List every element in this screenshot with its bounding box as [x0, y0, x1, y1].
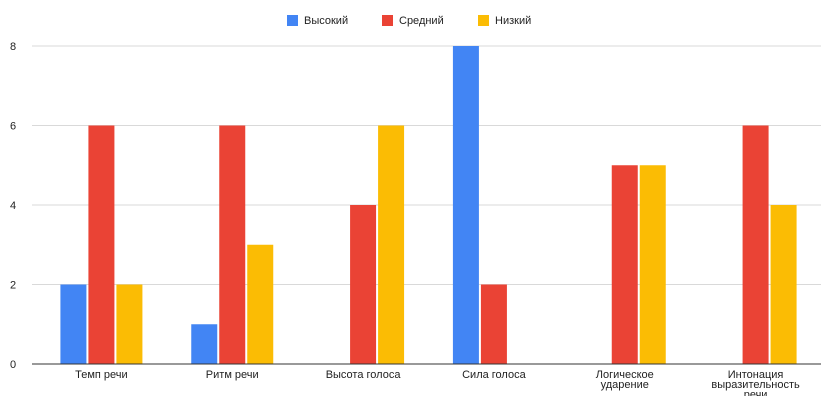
x-category-label: Темп речи — [75, 369, 128, 381]
y-tick-label: 4 — [10, 200, 16, 212]
bar-medium — [742, 125, 769, 364]
bar-medium — [480, 284, 507, 364]
bar-medium — [350, 205, 377, 364]
bar-medium — [88, 125, 115, 364]
x-category-label: Сила голоса — [462, 369, 526, 381]
bar-high — [191, 324, 218, 364]
gridlines — [32, 45, 821, 285]
legend-label: Средний — [399, 15, 444, 27]
y-tick-label: 0 — [10, 359, 16, 371]
y-tick-label: 8 — [10, 41, 16, 53]
legend-swatch — [478, 15, 489, 26]
x-category-label: речи — [744, 389, 768, 396]
x-category-label: ударение — [601, 379, 649, 391]
x-category-label: Логическое — [596, 369, 654, 381]
x-category-label: Интонация — [728, 369, 784, 381]
y-tick-label: 2 — [10, 280, 16, 292]
bar-high — [452, 46, 479, 364]
legend: Высокий Средний Низкий — [287, 15, 531, 27]
x-category-label: Ритм речи — [206, 369, 259, 381]
bar-high — [60, 284, 87, 364]
bar-low — [770, 205, 797, 364]
x-axis-labels: Темп речи Ритм речи Высота голоса Сила голо… — [75, 369, 800, 396]
y-tick-label: 6 — [10, 121, 16, 133]
bar-low — [247, 244, 274, 364]
bar-low — [639, 165, 666, 364]
y-axis-ticks: 0 2 4 6 8 — [10, 41, 16, 371]
legend-label: Низкий — [495, 15, 531, 27]
bar-medium — [219, 125, 246, 364]
bar-low — [116, 284, 143, 364]
x-category-label: Высота голоса — [326, 369, 402, 381]
bar-low — [378, 125, 405, 364]
bar-medium — [611, 165, 638, 364]
bars — [60, 46, 797, 364]
x-category-label: выразительность — [711, 379, 800, 391]
legend-label: Высокий — [304, 15, 348, 27]
legend-swatch — [287, 15, 298, 26]
legend-swatch — [382, 15, 393, 26]
